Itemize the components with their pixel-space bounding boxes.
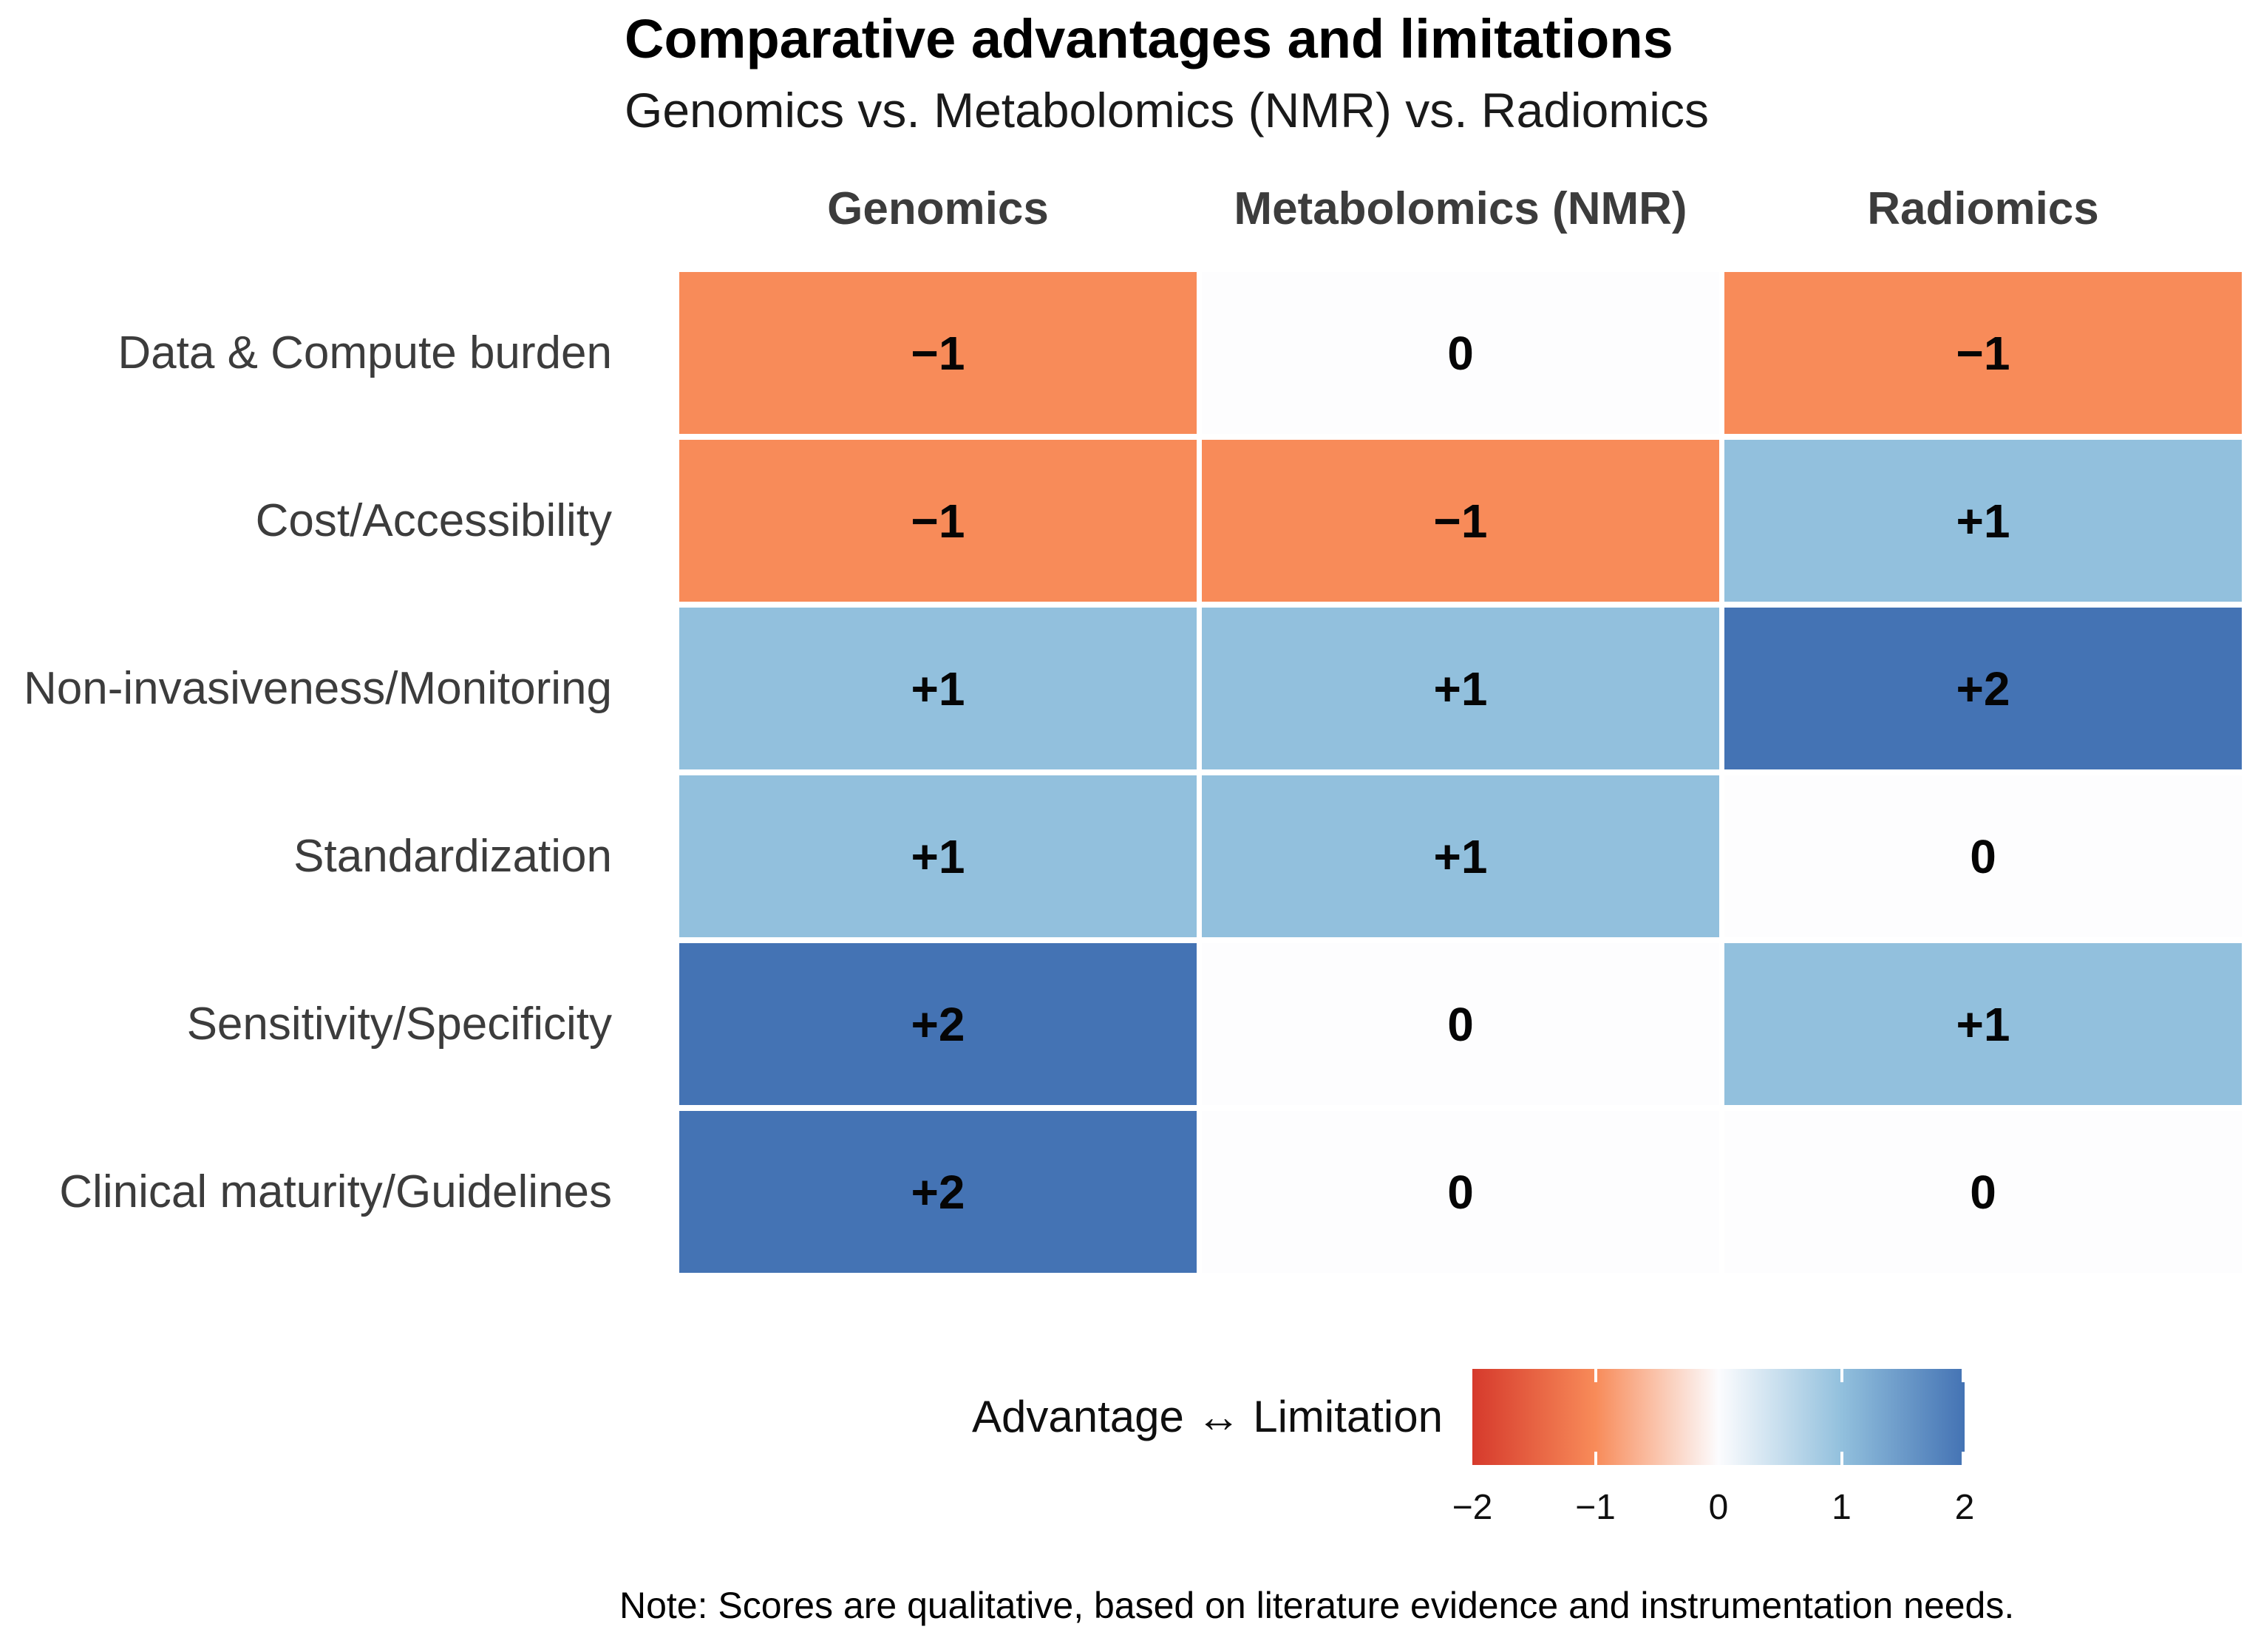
cell-value: +1 bbox=[1956, 494, 2010, 548]
cell-value: 0 bbox=[1970, 1165, 1996, 1219]
cell-value: +2 bbox=[911, 1165, 965, 1219]
cell-value: +1 bbox=[1956, 997, 2010, 1051]
figure-title: Comparative advantages and limitations bbox=[625, 8, 1673, 69]
heatmap-cell: −1 bbox=[1724, 272, 2242, 434]
heatmap-cell: 0 bbox=[1202, 272, 1719, 434]
row-label: Standardization bbox=[293, 831, 612, 882]
row-label: Clinical maturity/Guidelines bbox=[59, 1166, 612, 1217]
column-header: Radiomics bbox=[1867, 183, 2099, 234]
cell-value: +1 bbox=[1433, 662, 1488, 715]
heatmap-cell: 0 bbox=[1724, 1111, 2242, 1273]
colorbar-tick-label: 1 bbox=[1832, 1488, 1852, 1527]
colorbar-tick bbox=[1840, 1369, 1843, 1382]
cell-value: +2 bbox=[1956, 662, 2010, 715]
cell-value: 0 bbox=[1447, 1165, 1474, 1219]
heatmap-cell: +2 bbox=[679, 1111, 1197, 1273]
colorbar-tick-label: −2 bbox=[1452, 1488, 1493, 1527]
cell-value: −1 bbox=[1956, 326, 2010, 380]
cell-value: +1 bbox=[911, 829, 965, 883]
row-label: Cost/Accessibility bbox=[255, 495, 612, 546]
colorbar-tick-label: 2 bbox=[1954, 1488, 1975, 1527]
cell-value: +1 bbox=[911, 662, 965, 715]
heatmap-cell: 0 bbox=[1202, 943, 1719, 1105]
heatmap-cell: +1 bbox=[1202, 608, 1719, 769]
heatmap-cell: +1 bbox=[1724, 943, 2242, 1105]
heatmap-cell: −1 bbox=[679, 272, 1197, 434]
cell-value: −1 bbox=[911, 494, 965, 548]
heatmap-cell: +2 bbox=[679, 943, 1197, 1105]
row-label: Non-invasiveness/Monitoring bbox=[23, 663, 612, 714]
heatmap-cell: +1 bbox=[679, 775, 1197, 937]
column-header: Genomics bbox=[827, 183, 1049, 234]
heatmap-cell: +2 bbox=[1724, 608, 2242, 769]
legend-title: Advantage ↔ Limitation bbox=[971, 1392, 1443, 1441]
cell-value: 0 bbox=[1970, 829, 1996, 883]
cell-value: 0 bbox=[1447, 997, 1474, 1051]
cell-value: 0 bbox=[1447, 326, 1474, 380]
heatmap-cell: 0 bbox=[1202, 1111, 1719, 1273]
heatmap-cell: 0 bbox=[1724, 775, 2242, 937]
colorbar-tick-label: −1 bbox=[1575, 1488, 1616, 1527]
colorbar-tick-label: 0 bbox=[1708, 1488, 1729, 1527]
heatmap-cell: +1 bbox=[1724, 440, 2242, 602]
colorbar-tick bbox=[1594, 1452, 1597, 1465]
heatmap-cell: +1 bbox=[679, 608, 1197, 769]
colorbar-tick bbox=[1594, 1369, 1597, 1382]
cell-value: −1 bbox=[1433, 494, 1488, 548]
colorbar-tick bbox=[1840, 1452, 1843, 1465]
column-header: Metabolomics (NMR) bbox=[1234, 183, 1687, 234]
cell-value: +2 bbox=[911, 997, 965, 1051]
heatmap-cell: −1 bbox=[679, 440, 1197, 602]
colorbar bbox=[1472, 1369, 1965, 1465]
figure-subtitle: Genomics vs. Metabolomics (NMR) vs. Radi… bbox=[625, 83, 1709, 137]
row-label: Data & Compute burden bbox=[118, 327, 612, 378]
row-label: Sensitivity/Specificity bbox=[186, 999, 612, 1050]
colorbar-tick bbox=[1962, 1369, 1965, 1382]
colorbar-tick bbox=[1962, 1452, 1965, 1465]
heatmap-grid: −1 0 −1 −1 −1 +1 +1 +1 +2 +1 +1 0 +2 0 +1 +2 0 0 bbox=[679, 272, 2242, 1273]
cell-value: −1 bbox=[911, 326, 965, 380]
cell-value: +1 bbox=[1433, 829, 1488, 883]
heatmap-cell: +1 bbox=[1202, 775, 1719, 937]
heatmap-cell: −1 bbox=[1202, 440, 1719, 602]
footnote: Note: Scores are qualitative, based on l… bbox=[619, 1585, 2015, 1626]
